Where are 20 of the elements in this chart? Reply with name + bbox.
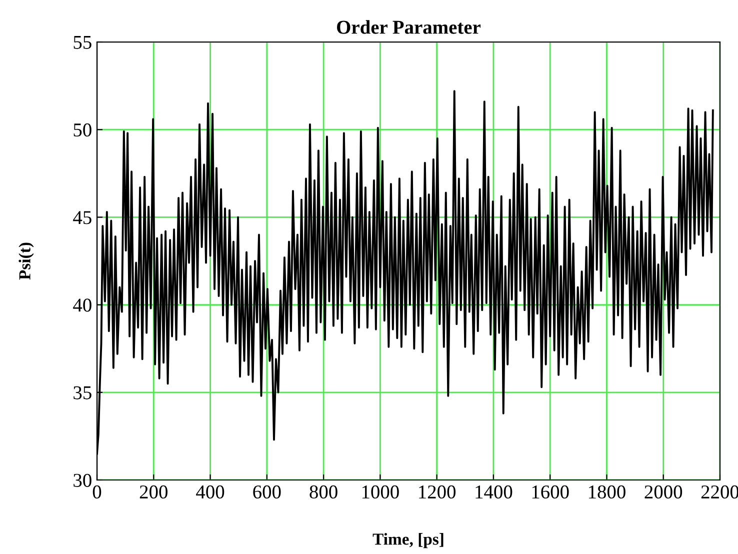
x-axis-title: Time, [ps] xyxy=(372,533,444,548)
x-tick-label: 800 xyxy=(310,485,338,499)
x-tick-label: 1400 xyxy=(476,485,512,499)
y-axis-title: Psi(t) xyxy=(18,242,34,280)
y-tick-label: 30 xyxy=(74,474,92,487)
x-tick-label: 2000 xyxy=(644,485,682,499)
x-tick-label: 1600 xyxy=(532,485,569,499)
x-tick-label: 200 xyxy=(140,485,168,499)
x-tick-label: 600 xyxy=(253,485,281,499)
y-tick-label: 55 xyxy=(74,36,92,49)
y-tick-label: 45 xyxy=(73,211,92,224)
y-tick-label: 35 xyxy=(74,386,92,400)
y-tick-label: 40 xyxy=(73,298,92,312)
x-tick-label: 0 xyxy=(92,485,102,499)
x-tick-label: 400 xyxy=(196,485,224,499)
y-tick-label: 50 xyxy=(74,123,92,137)
x-tick-label: 1800 xyxy=(588,485,626,499)
x-tick-label: 1200 xyxy=(419,485,456,499)
x-tick-label: 1000 xyxy=(362,485,399,499)
chart-title: Order Parameter xyxy=(337,20,481,34)
